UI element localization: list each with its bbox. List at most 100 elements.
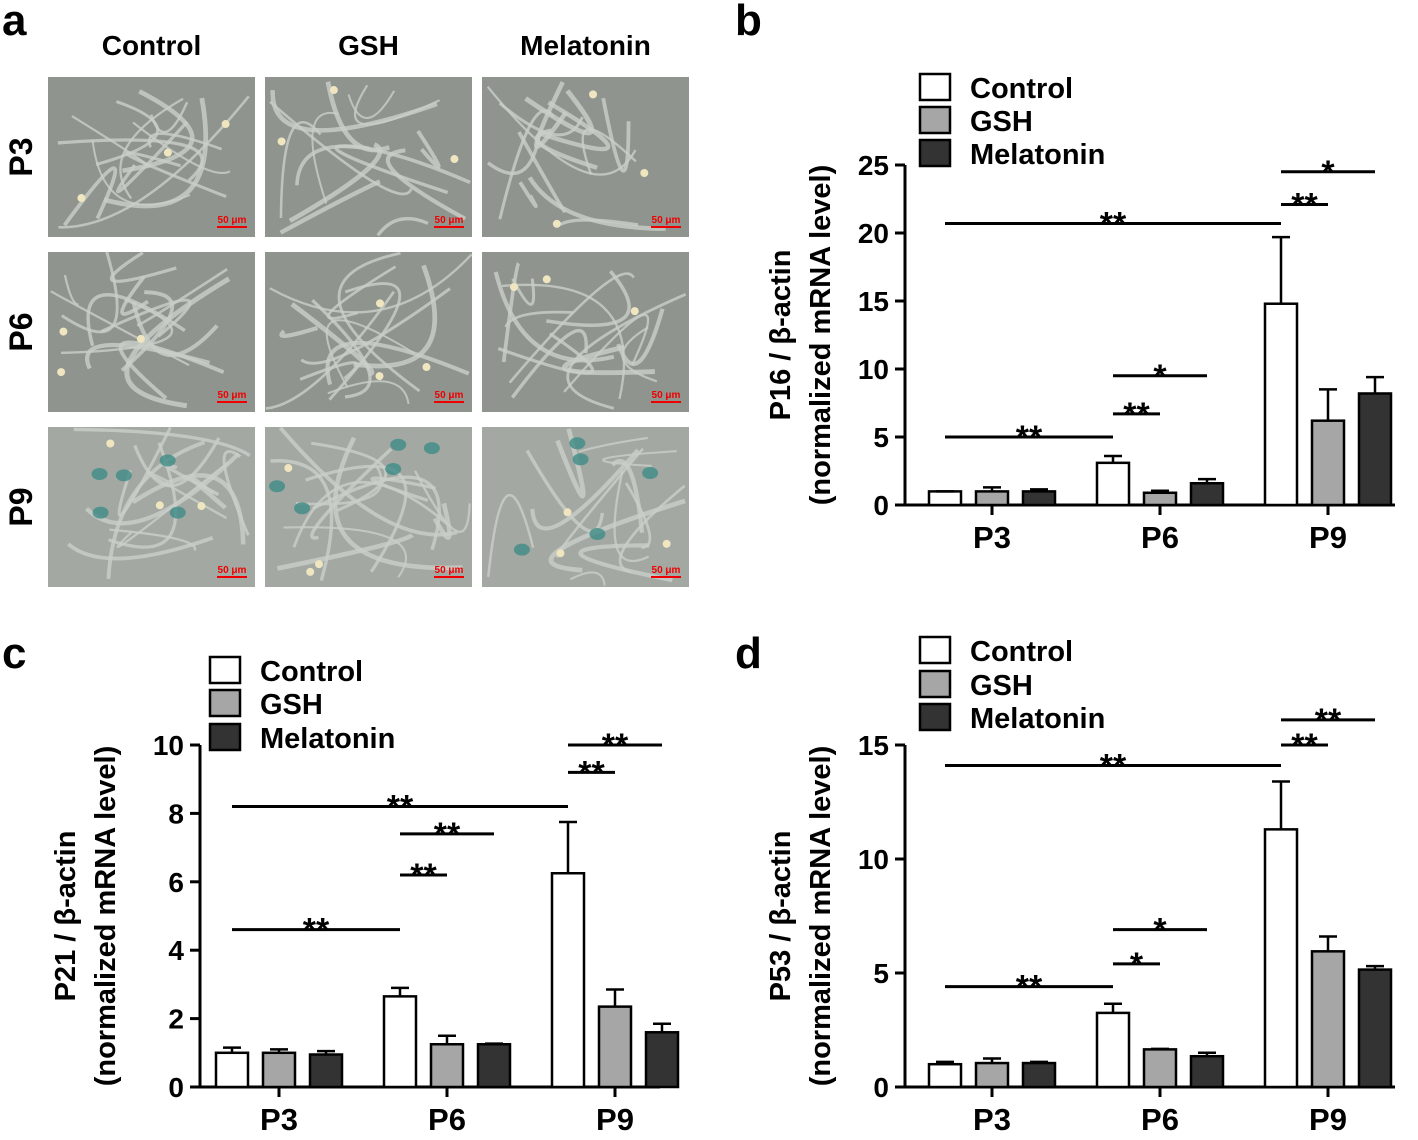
cell xyxy=(120,275,150,316)
micrograph: 50 μm xyxy=(265,77,472,237)
error-bar xyxy=(1319,388,1337,421)
error-bar xyxy=(1104,454,1122,463)
cell xyxy=(116,120,189,194)
error-bar xyxy=(1198,477,1216,484)
cell-body xyxy=(136,334,145,343)
cell xyxy=(295,144,471,186)
y-tick-label: 15 xyxy=(858,730,889,761)
row-label: P6 xyxy=(3,312,39,351)
column-label: Melatonin xyxy=(520,30,651,61)
cell-body xyxy=(422,363,431,372)
legend-swatch xyxy=(208,722,242,752)
cell-body xyxy=(106,439,115,448)
error-bar xyxy=(1104,1002,1122,1013)
cell xyxy=(311,111,339,204)
cell-body xyxy=(375,372,384,381)
cell xyxy=(613,470,650,563)
error-bar xyxy=(317,1049,335,1055)
bar xyxy=(476,1043,512,1089)
significance-label: ** xyxy=(410,857,437,895)
significance-label: * xyxy=(1153,912,1167,950)
y-axis-label: P21 / β-actin xyxy=(50,831,82,1002)
cell xyxy=(62,166,118,227)
cell xyxy=(119,97,184,200)
bar xyxy=(261,1051,297,1089)
significance-label: ** xyxy=(303,912,330,950)
cell xyxy=(67,535,214,561)
error-bar xyxy=(1272,235,1290,304)
cell xyxy=(569,571,606,586)
y-tick-label: 0 xyxy=(168,1072,184,1103)
cell-body xyxy=(563,508,572,517)
x-tick-label: P9 xyxy=(596,1102,634,1137)
stain xyxy=(115,469,132,482)
cell xyxy=(414,470,471,533)
stain xyxy=(423,442,440,455)
significance-label: ** xyxy=(578,754,605,792)
column-label: Control xyxy=(102,30,202,61)
scale-bar-label: 50 μm xyxy=(435,565,464,576)
cell xyxy=(131,473,246,545)
stain xyxy=(92,506,109,519)
y-tick-label: 25 xyxy=(858,150,889,181)
cell xyxy=(292,480,449,548)
stain xyxy=(269,480,286,493)
row-label: P9 xyxy=(3,487,39,526)
error-bar xyxy=(1366,964,1384,970)
legend-swatch xyxy=(918,72,952,102)
cell xyxy=(124,151,227,199)
error-bar xyxy=(936,1060,954,1065)
significance-label: * xyxy=(1153,358,1167,396)
error-bar xyxy=(1151,489,1169,493)
cell-body xyxy=(221,120,230,129)
cell xyxy=(276,532,414,571)
bar xyxy=(1142,491,1178,507)
y-tick-label: 0 xyxy=(873,490,889,521)
cell-body xyxy=(197,502,206,511)
cell-body xyxy=(155,501,164,510)
y-tick-label: 6 xyxy=(168,867,184,898)
micrograph: 50 μm xyxy=(482,252,689,412)
panel-label: a xyxy=(2,0,27,45)
image-bg xyxy=(265,77,472,237)
scale-bar-label: 50 μm xyxy=(652,390,681,401)
legend-swatch xyxy=(918,702,952,732)
cell-body xyxy=(375,299,384,308)
cell xyxy=(91,139,191,206)
significance-label: ** xyxy=(434,816,461,854)
cell xyxy=(385,148,467,221)
cell xyxy=(325,319,416,388)
error-bar xyxy=(1319,935,1337,952)
stain xyxy=(569,437,586,450)
error-bar xyxy=(653,1022,671,1033)
cell-body xyxy=(552,219,561,228)
error-bar xyxy=(223,1046,241,1053)
error-bar xyxy=(1366,375,1384,394)
cell xyxy=(510,328,588,399)
cell xyxy=(265,290,395,410)
y-axis-label: P16 / β-actin xyxy=(765,250,797,421)
cell xyxy=(498,101,584,137)
error-bar xyxy=(1272,780,1290,830)
scale-bar-label: 50 μm xyxy=(652,565,681,576)
cell xyxy=(601,97,631,173)
scale-bar-label: 50 μm xyxy=(435,390,464,401)
stain xyxy=(159,454,176,467)
legend-label: Melatonin xyxy=(970,703,1105,735)
micrograph: 50 μm xyxy=(48,77,255,237)
cell xyxy=(269,253,473,314)
x-tick-label: P3 xyxy=(973,520,1011,555)
y-tick-label: 10 xyxy=(153,730,184,761)
cell xyxy=(376,217,429,237)
cell xyxy=(279,325,319,338)
cell xyxy=(109,528,197,552)
row-label: P3 xyxy=(3,137,39,176)
cell xyxy=(300,287,451,365)
cell xyxy=(546,270,631,327)
scale-bar-label: 50 μm xyxy=(218,390,247,401)
image-bg xyxy=(48,427,255,587)
y-axis-label: (normalized mRNA level) xyxy=(805,165,837,506)
scale-bar-label: 50 μm xyxy=(435,215,464,226)
column-label: GSH xyxy=(338,30,399,61)
